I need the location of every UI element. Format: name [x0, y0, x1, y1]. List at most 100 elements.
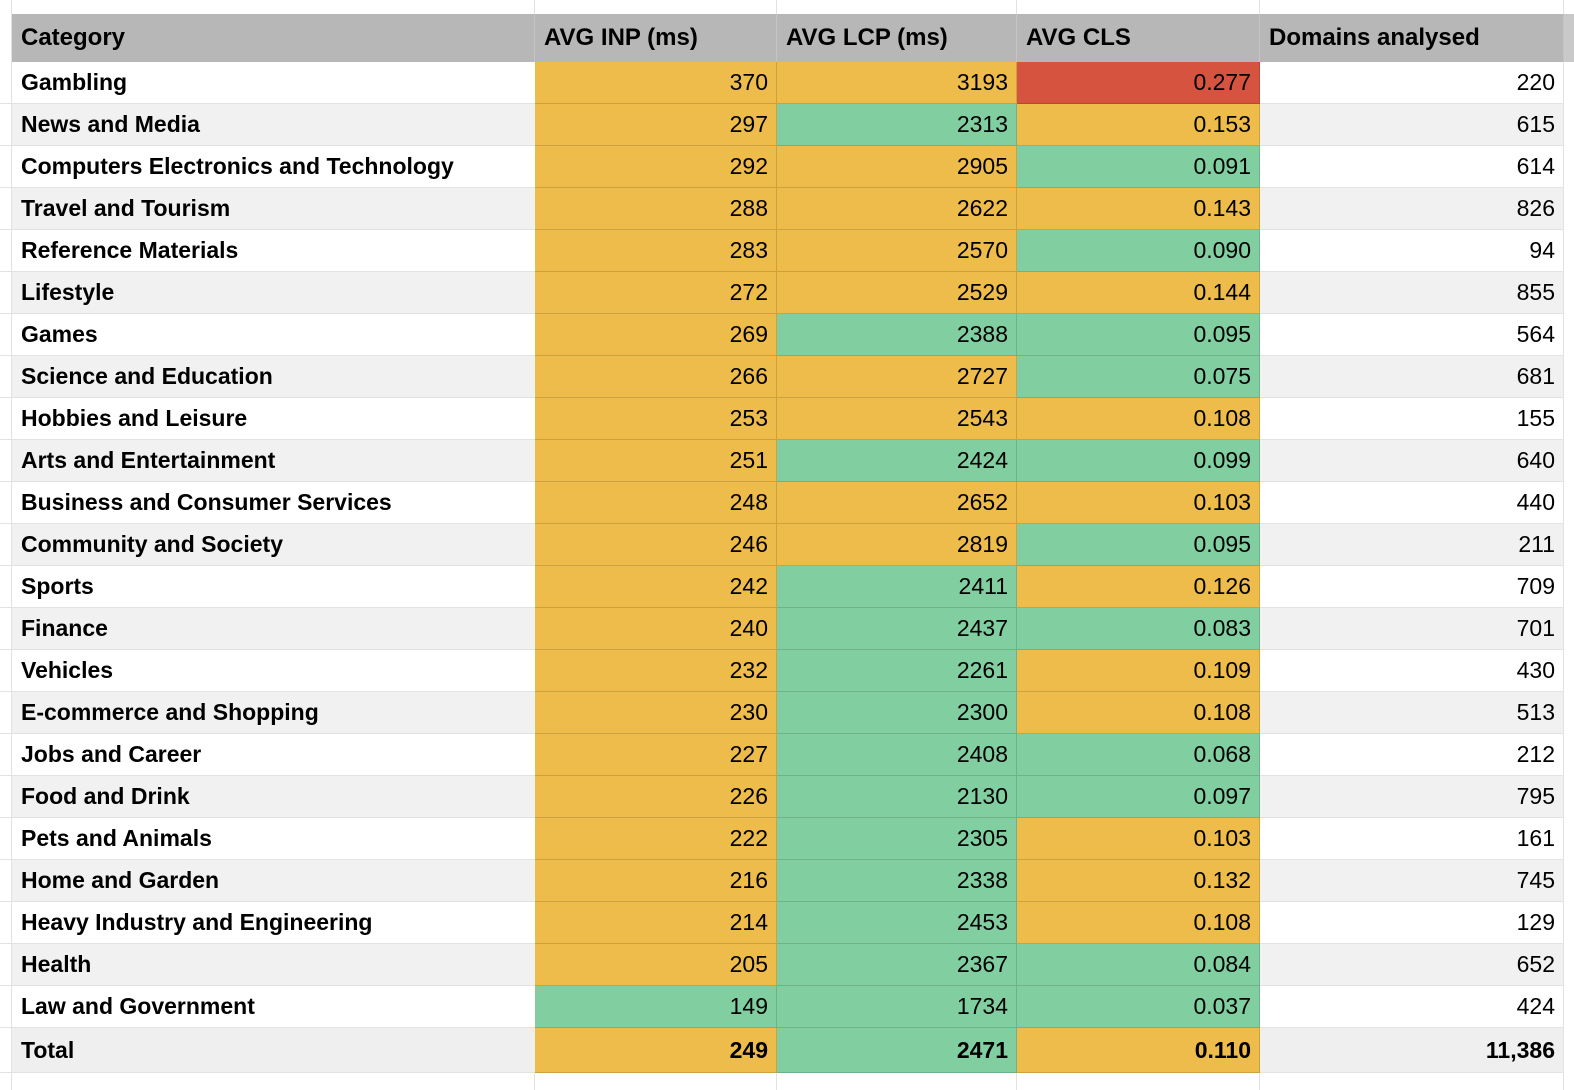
avg-lcp-cell[interactable]: 2543 [777, 398, 1017, 440]
domains-analysed-cell[interactable]: 94 [1260, 230, 1564, 272]
domains-analysed-cell[interactable]: 614 [1260, 146, 1564, 188]
header-category[interactable]: Category [12, 14, 535, 62]
avg-inp-cell[interactable]: 370 [535, 62, 777, 104]
avg-lcp-cell[interactable]: 2130 [777, 776, 1017, 818]
avg-lcp-cell[interactable]: 2652 [777, 482, 1017, 524]
category-cell[interactable]: News and Media [12, 104, 535, 146]
avg-inp-cell[interactable]: 214 [535, 902, 777, 944]
avg-inp-cell[interactable]: 266 [535, 356, 777, 398]
domains-analysed-cell[interactable]: 564 [1260, 314, 1564, 356]
category-cell[interactable]: Home and Garden [12, 860, 535, 902]
category-cell[interactable]: Gambling [12, 62, 535, 104]
category-cell[interactable]: Sports [12, 566, 535, 608]
avg-lcp-cell[interactable]: 2570 [777, 230, 1017, 272]
avg-cls-cell[interactable]: 0.144 [1017, 272, 1260, 314]
avg-lcp-cell[interactable]: 2367 [777, 944, 1017, 986]
domains-analysed-cell[interactable]: 745 [1260, 860, 1564, 902]
category-cell[interactable]: Pets and Animals [12, 818, 535, 860]
category-cell[interactable]: Heavy Industry and Engineering [12, 902, 535, 944]
domains-analysed-cell[interactable]: 615 [1260, 104, 1564, 146]
avg-inp-cell[interactable]: 253 [535, 398, 777, 440]
avg-lcp-cell[interactable]: 2819 [777, 524, 1017, 566]
avg-cls-cell[interactable]: 0.109 [1017, 650, 1260, 692]
domains-analysed-cell[interactable]: 652 [1260, 944, 1564, 986]
avg-lcp-cell[interactable]: 2300 [777, 692, 1017, 734]
domains-analysed-cell[interactable]: 513 [1260, 692, 1564, 734]
category-cell[interactable]: Hobbies and Leisure [12, 398, 535, 440]
avg-inp-cell[interactable]: 242 [535, 566, 777, 608]
avg-inp-cell[interactable]: 272 [535, 272, 777, 314]
avg-inp-cell[interactable]: 227 [535, 734, 777, 776]
avg-inp-cell[interactable]: 205 [535, 944, 777, 986]
domains-analysed-cell[interactable]: 795 [1260, 776, 1564, 818]
avg-cls-cell[interactable]: 0.083 [1017, 608, 1260, 650]
domains-analysed-cell[interactable]: 681 [1260, 356, 1564, 398]
category-cell[interactable]: Vehicles [12, 650, 535, 692]
avg-cls-cell[interactable]: 0.091 [1017, 146, 1260, 188]
category-cell[interactable]: Jobs and Career [12, 734, 535, 776]
avg-cls-cell[interactable]: 0.103 [1017, 482, 1260, 524]
avg-cls-cell[interactable]: 0.084 [1017, 944, 1260, 986]
domains-analysed-cell[interactable]: 11,386 [1260, 1028, 1564, 1073]
avg-cls-cell[interactable]: 0.095 [1017, 314, 1260, 356]
category-cell[interactable]: Computers Electronics and Technology [12, 146, 535, 188]
domains-analysed-cell[interactable]: 424 [1260, 986, 1564, 1028]
avg-inp-cell[interactable]: 288 [535, 188, 777, 230]
category-cell[interactable]: Lifestyle [12, 272, 535, 314]
avg-inp-cell[interactable]: 297 [535, 104, 777, 146]
avg-cls-cell[interactable]: 0.277 [1017, 62, 1260, 104]
avg-lcp-cell[interactable]: 2408 [777, 734, 1017, 776]
domains-analysed-cell[interactable]: 826 [1260, 188, 1564, 230]
avg-inp-cell[interactable]: 269 [535, 314, 777, 356]
category-cell[interactable]: E-commerce and Shopping [12, 692, 535, 734]
avg-lcp-cell[interactable]: 3193 [777, 62, 1017, 104]
domains-analysed-cell[interactable]: 430 [1260, 650, 1564, 692]
header-avg-lcp[interactable]: AVG LCP (ms) [777, 14, 1017, 62]
avg-cls-cell[interactable]: 0.075 [1017, 356, 1260, 398]
avg-cls-cell[interactable]: 0.095 [1017, 524, 1260, 566]
avg-cls-cell[interactable]: 0.143 [1017, 188, 1260, 230]
avg-lcp-cell[interactable]: 2411 [777, 566, 1017, 608]
header-domains-analysed[interactable]: Domains analysed [1260, 14, 1564, 62]
category-cell[interactable]: Finance [12, 608, 535, 650]
category-cell[interactable]: Community and Society [12, 524, 535, 566]
domains-analysed-cell[interactable]: 709 [1260, 566, 1564, 608]
avg-inp-cell[interactable]: 232 [535, 650, 777, 692]
avg-cls-cell[interactable]: 0.097 [1017, 776, 1260, 818]
category-cell[interactable]: Food and Drink [12, 776, 535, 818]
avg-cls-cell[interactable]: 0.153 [1017, 104, 1260, 146]
avg-cls-cell[interactable]: 0.099 [1017, 440, 1260, 482]
domains-analysed-cell[interactable]: 129 [1260, 902, 1564, 944]
domains-analysed-cell[interactable]: 220 [1260, 62, 1564, 104]
domains-analysed-cell[interactable]: 701 [1260, 608, 1564, 650]
avg-inp-cell[interactable]: 240 [535, 608, 777, 650]
avg-inp-cell[interactable]: 283 [535, 230, 777, 272]
avg-cls-cell[interactable]: 0.126 [1017, 566, 1260, 608]
avg-lcp-cell[interactable]: 1734 [777, 986, 1017, 1028]
domains-analysed-cell[interactable]: 640 [1260, 440, 1564, 482]
avg-lcp-cell[interactable]: 2453 [777, 902, 1017, 944]
avg-cls-cell[interactable]: 0.110 [1017, 1028, 1260, 1073]
category-cell[interactable]: Reference Materials [12, 230, 535, 272]
avg-lcp-cell[interactable]: 2305 [777, 818, 1017, 860]
domains-analysed-cell[interactable]: 855 [1260, 272, 1564, 314]
avg-lcp-cell[interactable]: 2727 [777, 356, 1017, 398]
avg-lcp-cell[interactable]: 2471 [777, 1028, 1017, 1073]
domains-analysed-cell[interactable]: 161 [1260, 818, 1564, 860]
avg-cls-cell[interactable]: 0.108 [1017, 398, 1260, 440]
avg-cls-cell[interactable]: 0.103 [1017, 818, 1260, 860]
avg-lcp-cell[interactable]: 2424 [777, 440, 1017, 482]
category-cell[interactable]: Travel and Tourism [12, 188, 535, 230]
avg-inp-cell[interactable]: 246 [535, 524, 777, 566]
category-cell[interactable]: Total [12, 1028, 535, 1073]
domains-analysed-cell[interactable]: 440 [1260, 482, 1564, 524]
category-cell[interactable]: Games [12, 314, 535, 356]
avg-inp-cell[interactable]: 251 [535, 440, 777, 482]
avg-cls-cell[interactable]: 0.108 [1017, 692, 1260, 734]
avg-lcp-cell[interactable]: 2388 [777, 314, 1017, 356]
avg-inp-cell[interactable]: 226 [535, 776, 777, 818]
avg-inp-cell[interactable]: 222 [535, 818, 777, 860]
avg-inp-cell[interactable]: 230 [535, 692, 777, 734]
avg-lcp-cell[interactable]: 2622 [777, 188, 1017, 230]
avg-inp-cell[interactable]: 149 [535, 986, 777, 1028]
